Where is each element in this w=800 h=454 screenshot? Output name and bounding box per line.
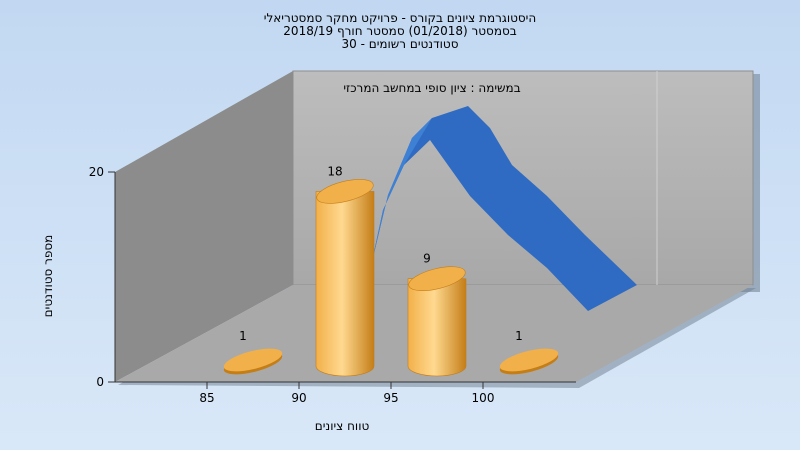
bar-body bbox=[407, 278, 467, 377]
x-axis-label: טווח ציונים bbox=[315, 419, 370, 433]
y-tick-label: 20 bbox=[89, 165, 104, 179]
side-wall bbox=[115, 71, 293, 382]
curve-ribbon bbox=[371, 106, 637, 311]
x-tick-label: 85 bbox=[199, 391, 214, 405]
bar-top bbox=[499, 348, 559, 372]
bar-top bbox=[408, 266, 466, 291]
bar-data-label: 1 bbox=[239, 329, 247, 343]
x-ticks: 85 90 95 100 bbox=[199, 382, 494, 405]
bar bbox=[315, 179, 375, 377]
bar-top bbox=[223, 348, 283, 372]
x-tick-label: 90 bbox=[291, 391, 306, 405]
x-tick-label: 95 bbox=[383, 391, 398, 405]
labels-layer: 1 18 9 1 bbox=[239, 164, 523, 343]
bar bbox=[499, 348, 559, 375]
bar bbox=[407, 266, 467, 377]
chart-title-line-1: היסטוגרמת ציונים בקורס - פרויקט מחקר סמס… bbox=[264, 11, 536, 25]
curve-layer bbox=[371, 106, 637, 311]
bar-top bbox=[316, 179, 374, 204]
bar-data-label: 9 bbox=[423, 252, 431, 266]
bar-body bbox=[315, 191, 375, 377]
chart-annotation: במשימה : ציון סופי במחשב המרכזי bbox=[343, 81, 520, 95]
y-tick-label: 0 bbox=[96, 375, 104, 389]
chart-title-line-3: סטודנטים רשומים - 30 bbox=[341, 37, 458, 51]
bar bbox=[223, 348, 283, 375]
bar-data-label: 1 bbox=[515, 329, 523, 343]
y-axis bbox=[108, 171, 116, 383]
bars-layer bbox=[223, 179, 559, 377]
x-tick-label: 100 bbox=[472, 391, 495, 405]
chart-title-line-2: בסמסטר (01/2018) סמסטר חורף 2018/19 bbox=[283, 24, 516, 38]
bar-data-label: 18 bbox=[327, 164, 342, 178]
y-axis-label: מספר סטודנטים bbox=[41, 235, 55, 318]
